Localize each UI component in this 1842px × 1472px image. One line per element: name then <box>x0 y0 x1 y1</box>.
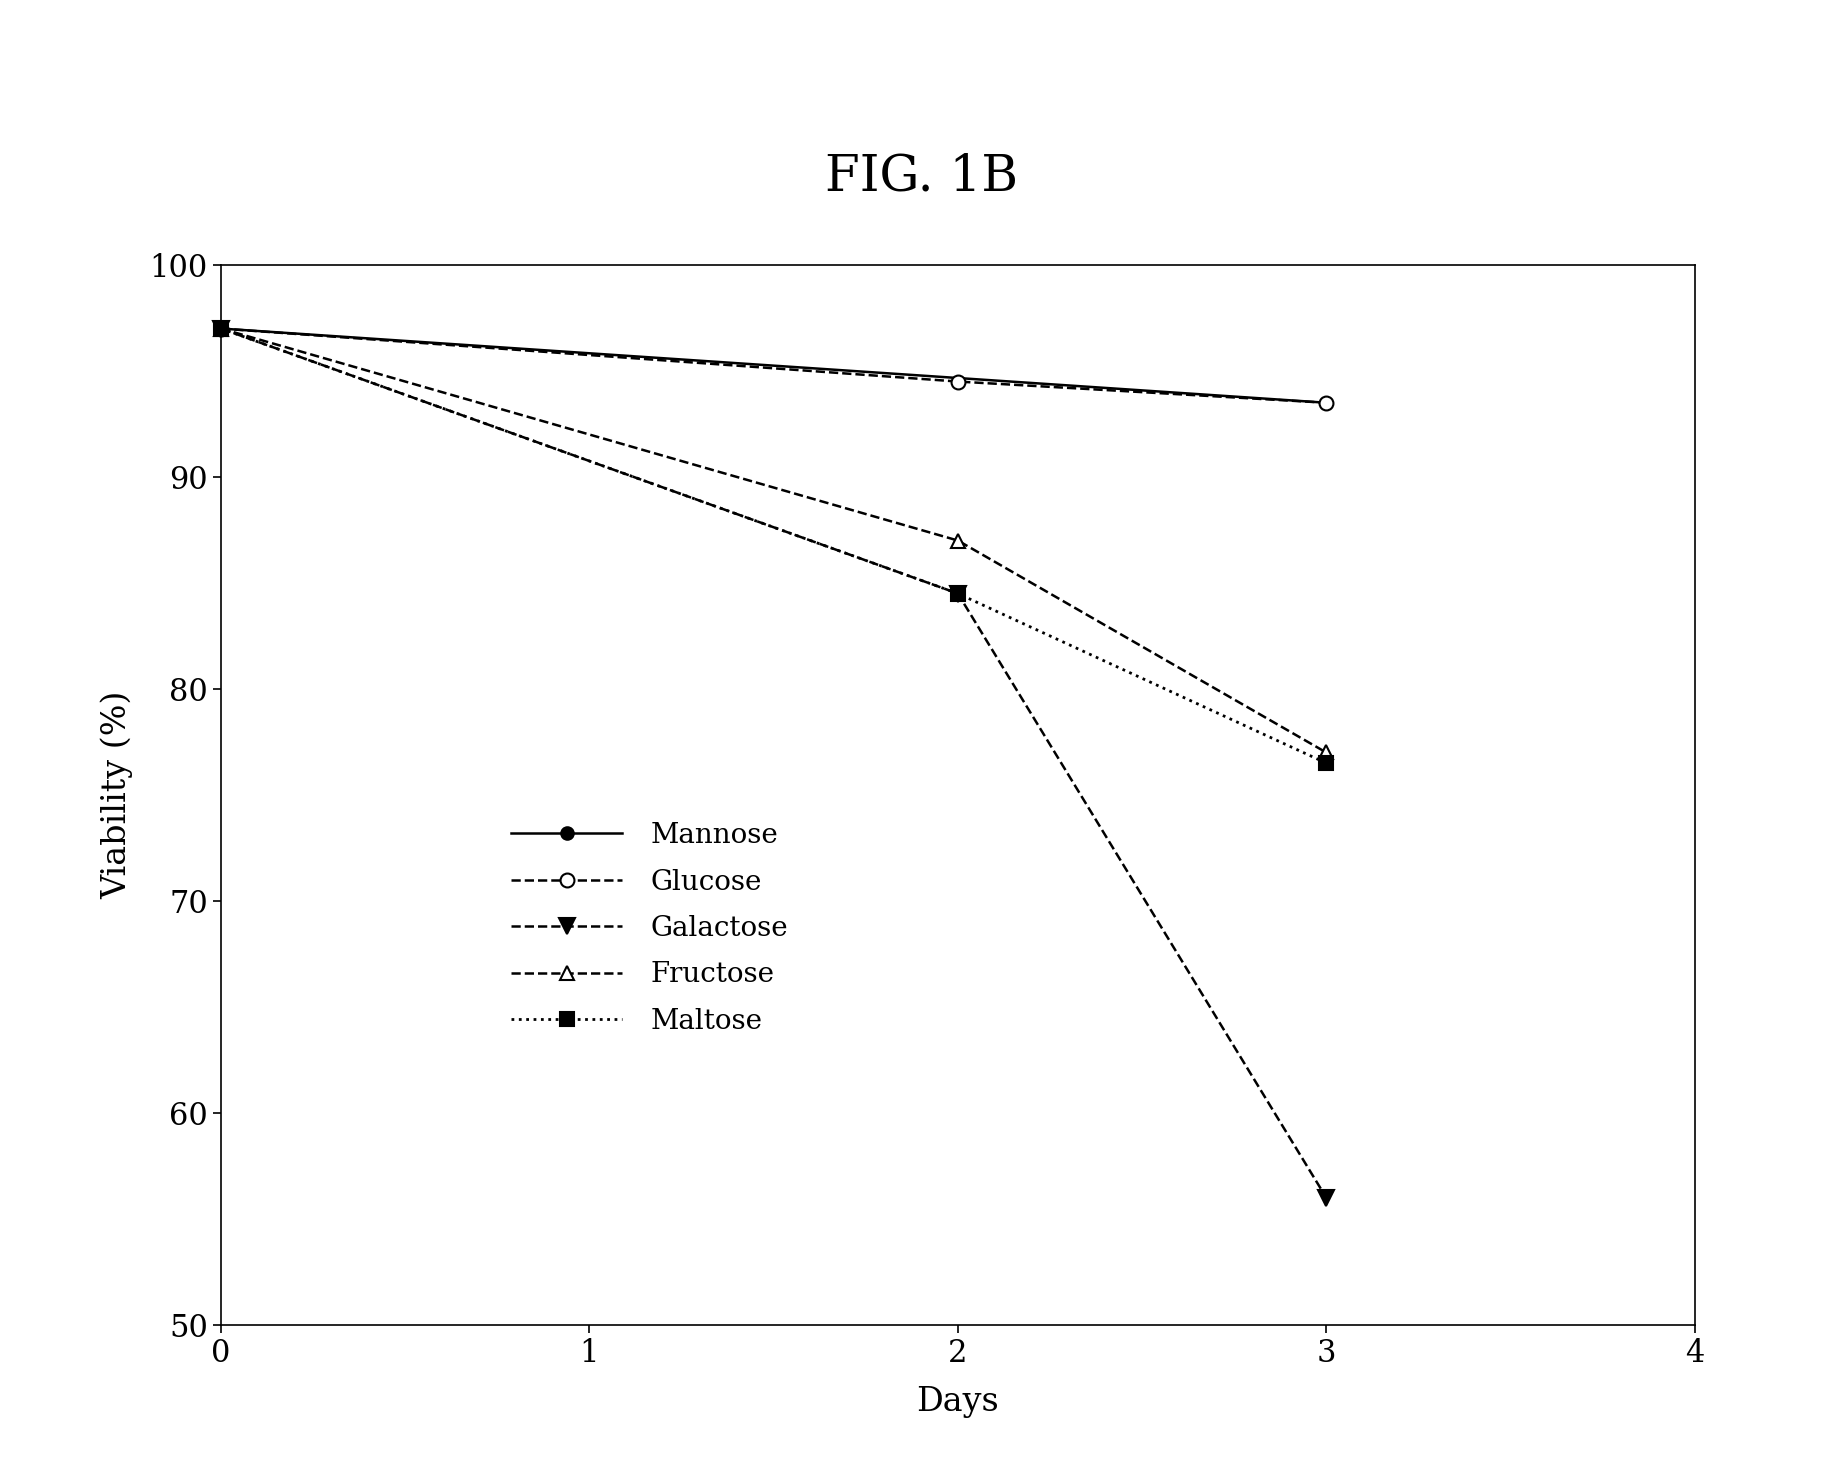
Legend: Mannose, Glucose, Galactose, Fructose, Maltose: Mannose, Glucose, Galactose, Fructose, M… <box>501 811 799 1047</box>
Text: FIG. 1B: FIG. 1B <box>825 152 1017 202</box>
Y-axis label: Viability (%): Viability (%) <box>99 690 133 899</box>
X-axis label: Days: Days <box>917 1385 998 1418</box>
